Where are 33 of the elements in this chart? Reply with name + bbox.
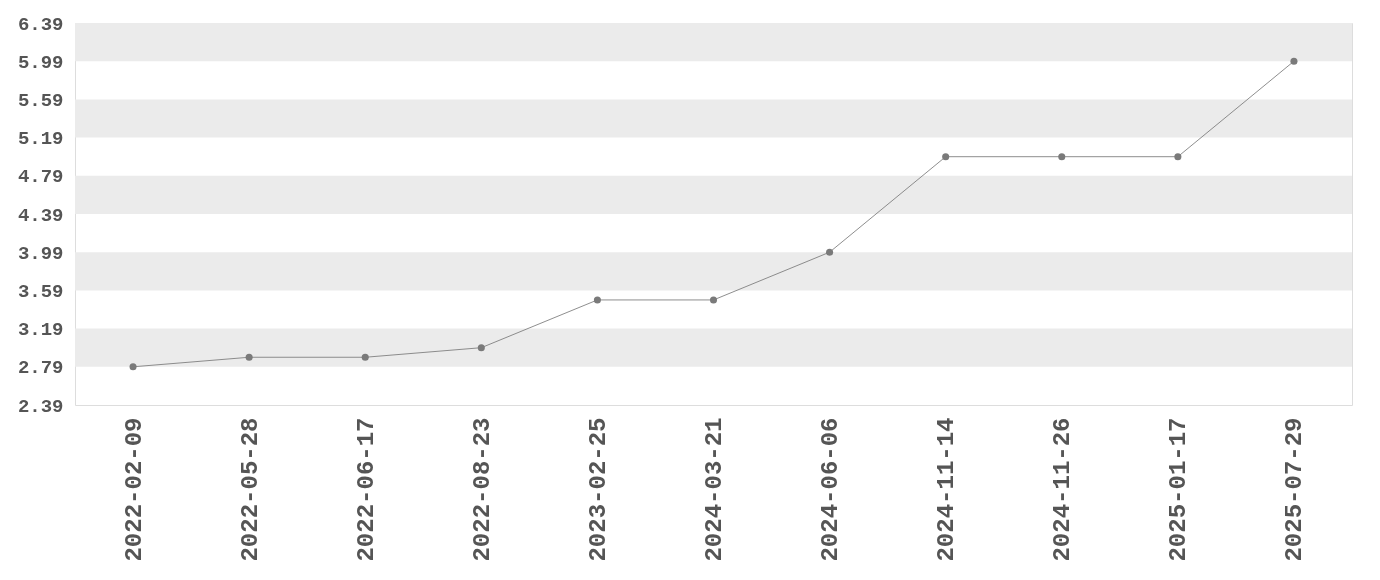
point <box>942 153 950 161</box>
y-tick-label: 5.19 <box>17 128 64 151</box>
point <box>1174 153 1182 161</box>
point <box>361 353 369 361</box>
x-tick-label: 2024-11-14 <box>933 417 961 562</box>
y-tick-label: 2.79 <box>17 357 64 380</box>
y-tick-label: 3.99 <box>17 242 64 265</box>
point <box>1290 57 1298 65</box>
point <box>593 296 601 304</box>
y-tick-label: 5.99 <box>17 51 64 74</box>
x-tick-label: 2022-06-17 <box>352 417 380 562</box>
x-tick-label: 2025-07-29 <box>1281 417 1309 562</box>
x-tick-label: 2022-02-09 <box>120 417 148 562</box>
y-tick-label: 5.59 <box>17 89 64 112</box>
point <box>1058 153 1066 161</box>
x-tick-label: 2023-02-25 <box>584 417 612 562</box>
x-tick-label: 2024-06-06 <box>817 417 845 562</box>
y-tick-label: 4.39 <box>17 204 64 227</box>
x-tick-label: 2025-01-17 <box>1165 417 1193 562</box>
y-tick-label: 3.19 <box>17 319 64 342</box>
point <box>477 344 485 352</box>
y-tick-label: 6.39 <box>17 13 64 36</box>
x-tick-label: 2022-08-23 <box>468 417 496 562</box>
y-tick-label: 2.39 <box>17 395 64 418</box>
x-tick-label: 2022-05-28 <box>236 417 264 562</box>
x-tick-label: 2024-11-26 <box>1049 417 1077 562</box>
point <box>129 363 137 371</box>
y-tick-label: 3.59 <box>17 280 64 303</box>
point <box>245 353 253 361</box>
y-tick-label: 4.79 <box>17 166 64 189</box>
x-tick-label: 2024-03-21 <box>701 417 728 562</box>
point <box>826 248 834 256</box>
point <box>709 296 718 304</box>
